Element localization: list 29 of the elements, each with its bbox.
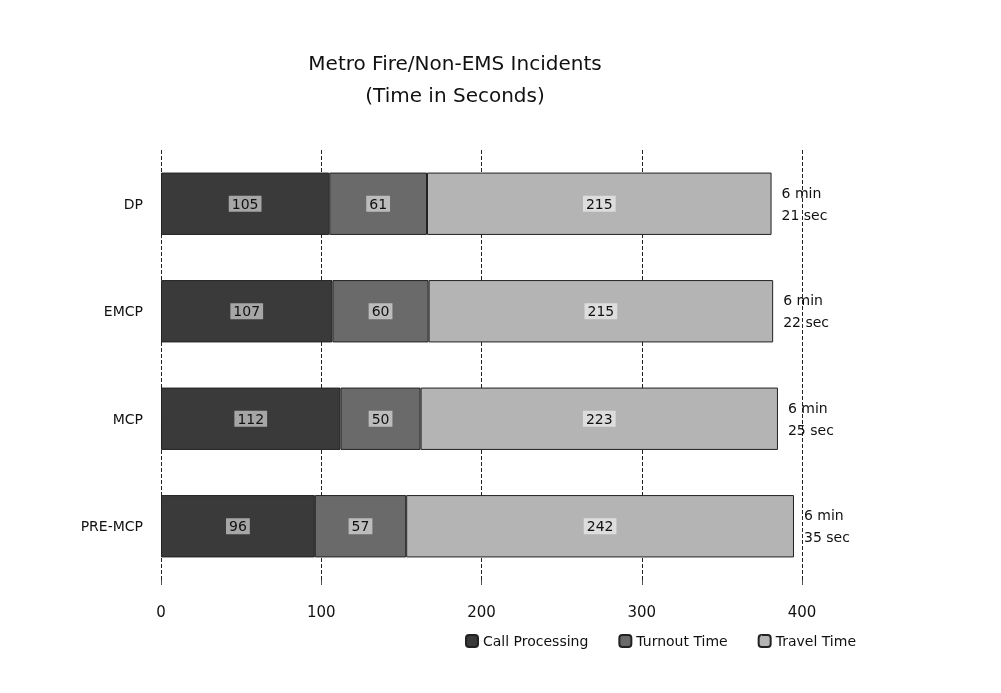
legend-label: Call Processing xyxy=(483,633,589,649)
chart-title: Metro Fire/Non-EMS Incidents (Time in Seconds) xyxy=(308,51,602,107)
x-tick-label: 400 xyxy=(787,602,817,621)
data-label: 60 xyxy=(371,303,390,320)
data-label: 96 xyxy=(229,518,247,535)
data-label: 112 xyxy=(237,410,265,427)
y-tick-label: MCP xyxy=(112,410,143,427)
data-label: 107 xyxy=(233,303,261,320)
data-label: 242 xyxy=(586,518,614,535)
legend-label: Turnout Time xyxy=(635,633,728,649)
data-label: 105 xyxy=(231,195,259,212)
x-tick-label: 0 xyxy=(156,602,166,621)
total-label: 6 min 21 sec xyxy=(781,184,828,223)
total-label: 6 min 35 sec xyxy=(803,507,850,546)
data-label: 61 xyxy=(369,195,388,212)
data-label: 215 xyxy=(587,303,615,320)
legend-label: Travel Time xyxy=(774,633,857,649)
total-label: 6 min 22 sec xyxy=(783,292,830,331)
x-tick-label: 100 xyxy=(306,602,336,621)
y-tick-label: DP xyxy=(123,195,143,212)
data-label: 57 xyxy=(351,518,370,535)
y-tick-label: EMCP xyxy=(103,303,143,320)
x-tick-label: 300 xyxy=(627,602,657,621)
x-tick-label: 200 xyxy=(467,602,496,621)
data-label: 223 xyxy=(585,410,613,427)
y-tick-label: PRE-MCP xyxy=(80,518,143,535)
data-label: 50 xyxy=(371,410,390,427)
total-label: 6 min 25 sec xyxy=(787,399,834,438)
data-label: 215 xyxy=(585,195,613,212)
